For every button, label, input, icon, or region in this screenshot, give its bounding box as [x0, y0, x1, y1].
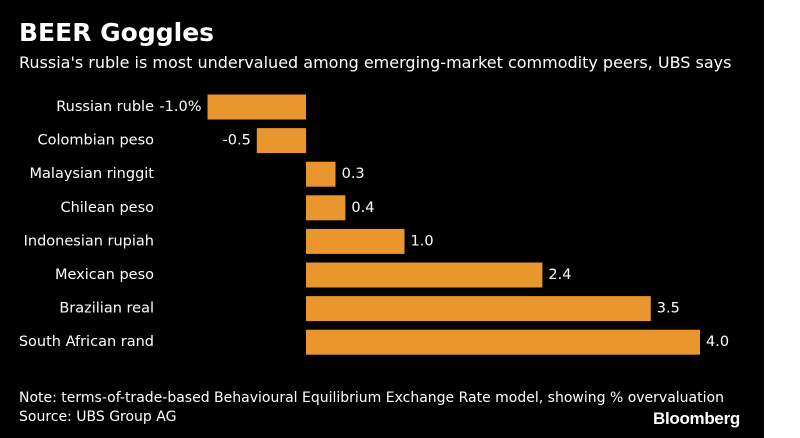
bar-south-african-rand — [306, 329, 700, 355]
category-label-malaysian-ringgit: Malaysian ringgit — [30, 166, 155, 182]
category-label-russian-ruble: Russian ruble — [56, 99, 154, 115]
chart-subtitle: Russia's ruble is most undervalued among… — [19, 53, 732, 72]
bar-colombian-peso — [256, 128, 307, 154]
value-label-malaysian-ringgit: 0.3 — [342, 166, 365, 182]
bar-brazilian-real — [306, 296, 651, 322]
value-label-colombian-peso: -0.5 — [223, 133, 251, 149]
category-label-brazilian-real: Brazilian real — [59, 301, 154, 317]
chart-frame: BEER Goggles Russia's ruble is most unde… — [0, 0, 764, 438]
bar-malaysian-ringgit — [306, 161, 336, 187]
bar-russian-ruble — [207, 94, 306, 120]
value-label-brazilian-real: 3.5 — [657, 301, 680, 317]
value-label-russian-ruble: -1.0% — [159, 99, 201, 115]
bar-chilean-peso — [306, 195, 346, 221]
bar-chart: Russian ruble -1.0% Colombian peso -0.5 Mala… — [19, 94, 729, 355]
value-label-indonesian-rupiah: 1.0 — [411, 233, 434, 249]
category-label-mexican-peso: Mexican peso — [55, 267, 154, 283]
bar-indonesian-rupiah — [306, 228, 405, 254]
chart-title: BEER Goggles — [19, 18, 215, 47]
category-label-south-african-rand: South African rand — [19, 334, 154, 350]
value-label-south-african-rand: 4.0 — [706, 334, 729, 350]
bloomberg-logo: Bloomberg — [652, 409, 740, 428]
chart-source: Source: UBS Group AG — [19, 409, 177, 425]
value-label-chilean-peso: 0.4 — [351, 200, 374, 216]
chart-note: Note: terms-of-trade-based Behavioural E… — [19, 390, 724, 406]
value-label-mexican-peso: 2.4 — [548, 267, 571, 283]
category-label-indonesian-rupiah: Indonesian rupiah — [24, 233, 154, 249]
category-label-chilean-peso: Chilean peso — [60, 200, 154, 216]
bar-mexican-peso — [306, 262, 543, 288]
category-label-colombian-peso: Colombian peso — [38, 133, 155, 149]
